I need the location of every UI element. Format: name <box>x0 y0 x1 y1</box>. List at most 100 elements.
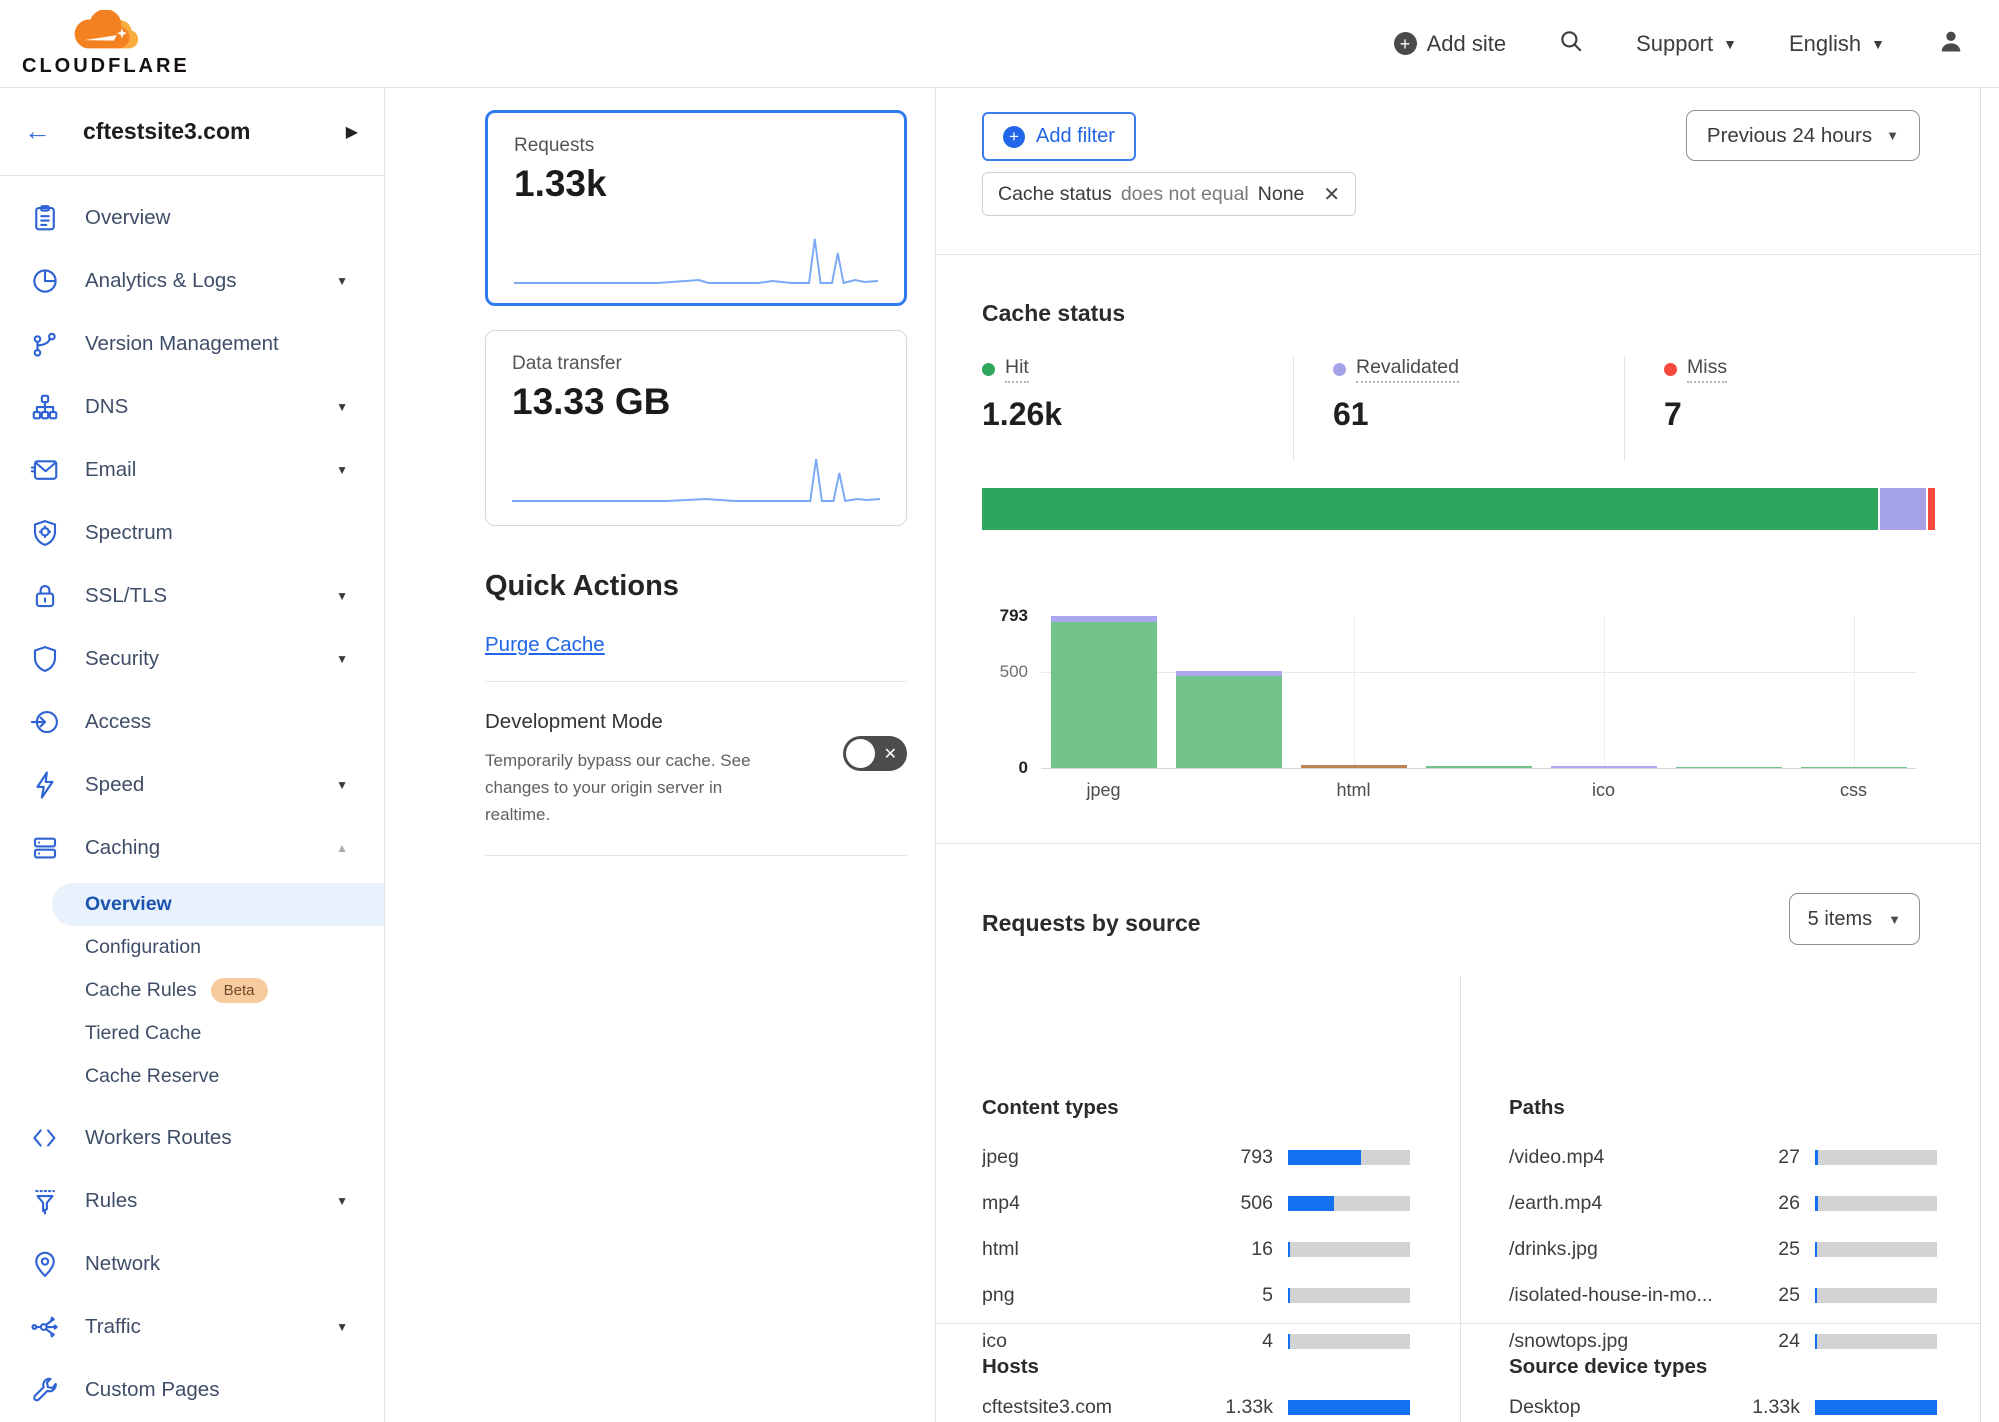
table-row: cftestsite3.com 1.33k <box>982 1384 1410 1422</box>
sidebar-subitem-cache-reserve[interactable]: Cache Reserve <box>85 1065 220 1087</box>
back-arrow-icon[interactable]: ← <box>24 116 51 146</box>
data-transfer-sparkline <box>512 458 881 503</box>
quick-actions-title: Quick Actions <box>485 570 679 602</box>
sidebar-item-version-management[interactable]: Version Management <box>0 312 384 375</box>
row-value: 24 <box>1778 1329 1800 1352</box>
table-row: /video.mp4 27 <box>1509 1134 1937 1180</box>
chevron-down-icon: ▼ <box>336 399 348 414</box>
support-menu[interactable]: Support ▼ <box>1636 30 1737 56</box>
stat-value: 61 <box>1333 396 1369 432</box>
sidebar-item-workers-routes[interactable]: Workers Routes <box>0 1106 384 1169</box>
remove-filter-icon[interactable]: ✕ <box>1323 183 1341 206</box>
login-arrow-icon <box>30 707 60 737</box>
search-icon[interactable] <box>1558 28 1584 59</box>
divider <box>485 681 907 682</box>
row-bar <box>1288 1195 1410 1211</box>
shield-gear-icon <box>30 518 60 548</box>
requests-by-source-title: Requests by source <box>982 910 1201 936</box>
cache-status-title: Cache status <box>982 300 1126 326</box>
chevron-right-icon[interactable]: ▶ <box>345 123 358 141</box>
sidebar-subitem-overview[interactable]: Overview <box>52 883 384 926</box>
sidebar-item-overview[interactable]: Overview <box>0 186 384 249</box>
bar-mp4[interactable] <box>1175 616 1282 768</box>
sidebar-subitem-tiered-cache[interactable]: Tiered Cache <box>85 1022 202 1044</box>
table-row: jpeg 793 <box>982 1134 1410 1180</box>
sidebar-item-rules[interactable]: Rules ▼ <box>0 1169 384 1232</box>
chevron-down-icon: ▼ <box>1888 911 1901 927</box>
stat-value: 1.26k <box>982 396 1063 432</box>
table-row: Desktop 1.33k <box>1509 1384 1937 1422</box>
sidebar-item-custom-pages[interactable]: Custom Pages <box>0 1358 384 1421</box>
chevron-down-icon: ▼ <box>1723 35 1737 52</box>
lightning-icon <box>30 770 60 800</box>
sidebar-item-spectrum[interactable]: Spectrum <box>0 501 384 564</box>
shield-icon <box>30 644 60 674</box>
filter-chip: Cache status does not equal None ✕ <box>982 172 1357 216</box>
sidebar-item-label: Speed <box>85 772 145 796</box>
stat-miss: Miss 7 <box>1664 356 1728 433</box>
requests-sparkline <box>514 238 879 285</box>
chevron-down-icon: ▼ <box>336 1319 348 1334</box>
development-mode-title: Development Mode <box>485 710 663 733</box>
sidebar-subitem-configuration[interactable]: Configuration <box>85 936 201 958</box>
funnel-icon <box>30 1186 60 1216</box>
sidebar-item-ssl-tls[interactable]: SSL/TLS ▼ <box>0 564 384 627</box>
sidebar-item-traffic[interactable]: Traffic ▼ <box>0 1295 384 1358</box>
sidebar-item-security[interactable]: Security ▼ <box>0 627 384 690</box>
add-site-button[interactable]: + Add site <box>1393 31 1506 57</box>
miss-dot-icon <box>1664 363 1677 376</box>
stackbar-segment-miss <box>1928 488 1935 530</box>
sidebar-item-label: Caching <box>85 835 161 859</box>
bar-html[interactable] <box>1300 616 1407 768</box>
stat-label[interactable]: Hit <box>1005 356 1029 383</box>
data-transfer-metric-card[interactable]: Data transfer 13.33 GB <box>485 330 907 526</box>
bar-other[interactable] <box>1675 616 1782 768</box>
bar-jpeg[interactable] <box>1050 616 1157 768</box>
add-filter-button[interactable]: + Add filter <box>982 112 1136 161</box>
device-types-table: Desktop 1.33k <box>1509 1384 1937 1422</box>
site-row: ← cftestsite3.com ▶ <box>0 88 384 176</box>
row-bar <box>1815 1241 1937 1257</box>
sidebar-item-speed[interactable]: Speed ▼ <box>0 753 384 816</box>
sidebar-item-caching[interactable]: Caching ▲ <box>0 816 384 879</box>
sidebar-item-access[interactable]: Access <box>0 690 384 753</box>
chevron-up-icon: ▲ <box>336 840 348 855</box>
sidebar-item-network[interactable]: Network <box>0 1232 384 1295</box>
purge-cache-link[interactable]: Purge Cache <box>485 633 605 656</box>
stat-label[interactable]: Revalidated <box>1356 356 1459 383</box>
time-range-select[interactable]: Previous 24 hours ▼ <box>1685 110 1920 161</box>
requests-metric-card[interactable]: Requests 1.33k <box>485 110 907 306</box>
table-row: mp4 506 <box>982 1180 1410 1226</box>
sidebar-nav: Overview Analytics & Logs ▼ Version Managem… <box>0 176 384 1421</box>
sidebar-item-dns[interactable]: DNS ▼ <box>0 375 384 438</box>
development-mode-toggle[interactable]: ✕ <box>843 736 907 771</box>
sidebar-item-label: SSL/TLS <box>85 583 168 607</box>
share-nodes-icon <box>30 1312 60 1342</box>
filter-field: Cache status <box>998 182 1112 205</box>
bar-segment-revalidated <box>1050 616 1157 623</box>
sidebar-subitem-cache-rules[interactable]: Cache Rules Beta <box>52 969 384 1012</box>
sidebar: ← cftestsite3.com ▶ Overview Analytics & … <box>0 88 385 1422</box>
column-divider <box>1460 1323 1461 1422</box>
stat-label[interactable]: Miss <box>1687 356 1728 383</box>
chevron-down-icon: ▼ <box>1871 35 1885 52</box>
bar-png[interactable] <box>1425 616 1532 768</box>
gridline <box>1041 672 1916 674</box>
row-value: 4 <box>1262 1329 1273 1352</box>
cloudflare-logo[interactable]: CLOUDFLARE <box>22 8 190 78</box>
items-count-select[interactable]: 5 items ▼ <box>1788 893 1920 945</box>
sidebar-item-analytics-logs[interactable]: Analytics & Logs ▼ <box>0 249 384 312</box>
user-icon[interactable] <box>1937 27 1965 60</box>
bar-ico[interactable] <box>1550 616 1657 768</box>
sidebar-item-email[interactable]: Email ▼ <box>0 438 384 501</box>
requests-label: Requests <box>514 135 595 156</box>
row-bar <box>1288 1399 1410 1415</box>
table-row: ico 4 <box>982 1318 1410 1364</box>
filter-value: None <box>1257 182 1305 205</box>
language-menu[interactable]: English ▼ <box>1788 30 1885 56</box>
cache-status-stats: Hit 1.26k Revalidated 61 Miss 7 <box>936 356 1980 466</box>
divider <box>936 1323 1980 1324</box>
lock-icon <box>30 581 60 611</box>
stat-revalidated: Revalidated 61 <box>1333 356 1459 433</box>
bar-css[interactable] <box>1800 616 1907 768</box>
